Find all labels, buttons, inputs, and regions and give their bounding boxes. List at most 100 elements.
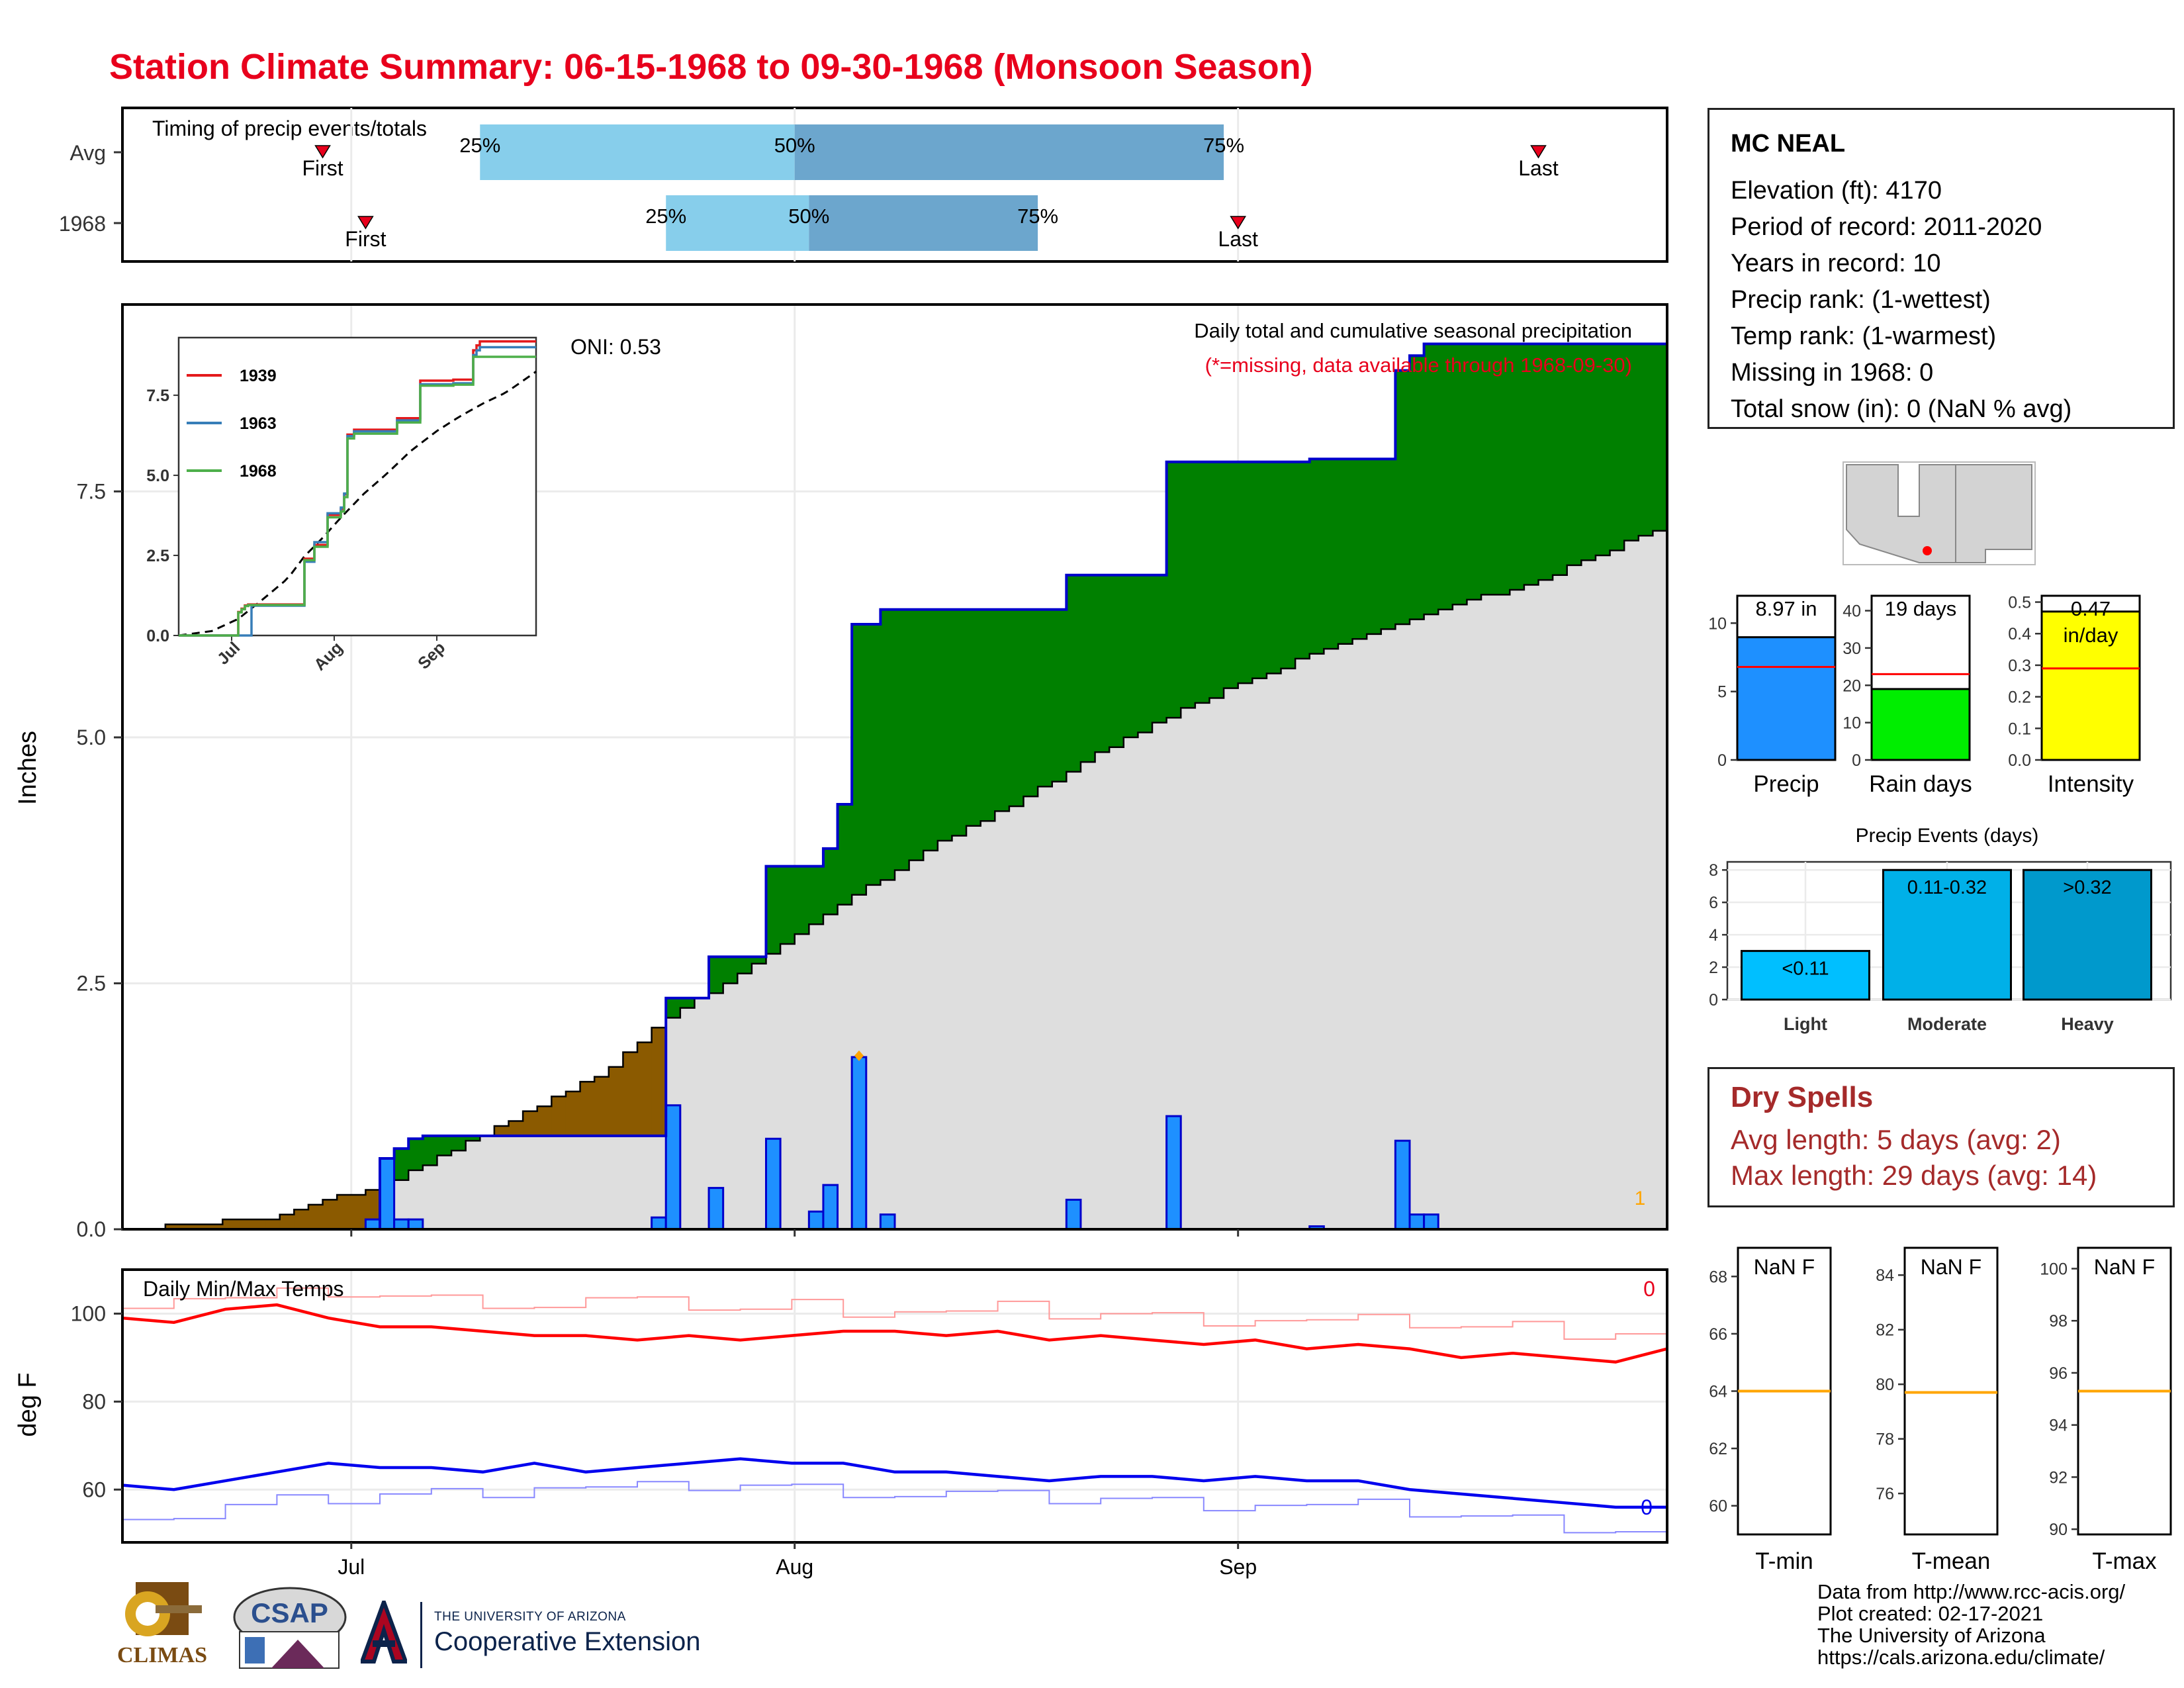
timing-quantile-label: 75%	[1203, 134, 1244, 157]
cumulative-above-avg	[1281, 461, 1296, 669]
cumulative-below-avg	[651, 1027, 666, 1136]
daily-precip-bar	[822, 1184, 839, 1231]
timing-first-label: First	[302, 156, 343, 180]
cumulative-above-avg	[1524, 344, 1539, 585]
temp-missing-max: 0	[1643, 1277, 1655, 1301]
cumulative-above-avg	[1638, 344, 1653, 536]
inset-legend-label-1939: 1939	[240, 367, 277, 385]
cumulative-above-avg	[1410, 355, 1425, 620]
temp-box-label-T-mean: T-mean	[1912, 1548, 1991, 1574]
daily-precip-bar	[664, 1104, 682, 1231]
cumulative-above-avg	[852, 624, 867, 895]
inset-y-tick-label: 5.0	[146, 467, 169, 485]
daily-precip-bar	[707, 1187, 725, 1231]
cumulative-above-avg	[1252, 461, 1267, 679]
chart-title: Station Climate Summary: 06-15-1968 to 0…	[109, 47, 1313, 87]
daily-precip-bar	[850, 1056, 868, 1231]
cumulative-above-avg	[1009, 609, 1024, 806]
inset-series-line-1963	[179, 346, 536, 637]
cumulative-above-avg	[866, 624, 881, 885]
temp-y-tick-label: 60	[82, 1477, 106, 1501]
station-missing: Missing in 1968: 0	[1731, 359, 1934, 387]
dry-spells-box: Dry Spells Avg length: 5 days (avg: 2) M…	[1707, 1067, 2175, 1207]
ua-extension-text: THE UNIVERSITY OF ARIZONA Cooperative Ex…	[420, 1602, 778, 1668]
cumulative-above-avg	[1166, 461, 1181, 718]
cumulative-above-avg	[1123, 575, 1138, 737]
summary-label-Precip: Precip	[1753, 771, 1819, 797]
summary-tick-label: 0.5	[2008, 594, 2031, 612]
cumulative-below-avg	[194, 1224, 209, 1229]
timing-quantile-label: 50%	[788, 205, 829, 228]
precip-panel: Inches 0.0 2.5 5.0 7.5 ONI: 0.53 Daily tota…	[14, 303, 1668, 1241]
cumulative-above-avg	[909, 609, 924, 861]
daily-precip-bar	[1408, 1213, 1426, 1231]
station-snow: Total snow (in): 0 (NaN % avg)	[1731, 395, 2072, 423]
cumulative-above-avg	[1367, 459, 1382, 634]
events-label-Moderate: Moderate	[1907, 1014, 1987, 1034]
timing-quantile-label: 25%	[459, 134, 500, 157]
temp-ylabel: deg F	[14, 1372, 42, 1436]
station-info-box: MC NEAL Elevation (ft): 4170 Period of r…	[1707, 108, 2175, 429]
cumulative-above-avg	[1653, 344, 1668, 531]
temp-y-tick-label: 100	[71, 1301, 106, 1325]
cumulative-above-avg	[1309, 459, 1324, 654]
cumulative-below-avg	[337, 1194, 352, 1229]
cumulative-below-avg	[351, 1194, 366, 1229]
summary-tick-label: 0	[1852, 751, 1861, 770]
cumulative-above-avg	[1538, 344, 1553, 581]
cumulative-above-avg	[709, 957, 724, 994]
cumulative-below-avg	[236, 1219, 252, 1229]
cumulative-below-avg	[623, 1052, 638, 1136]
summary-bar-Intensity	[2040, 610, 2141, 761]
events-tick-label: 6	[1709, 894, 1718, 912]
credit-university: The University of Arizona	[1817, 1624, 2046, 1647]
observed-cumulative-line	[122, 342, 1667, 1231]
summary-bar-Precip	[1736, 636, 1837, 761]
cumulative-below-avg	[594, 1076, 610, 1136]
daily-precip-bar	[1423, 1213, 1439, 1231]
precip-y-tick-label: 5.0	[77, 726, 106, 749]
cumulative-above-avg	[1395, 370, 1410, 625]
cumulative-below-avg	[523, 1111, 538, 1136]
cumulative-above-avg	[1352, 459, 1367, 639]
temp-box-value-T-mean: NaN F	[1921, 1255, 1981, 1279]
cumulative-below-avg	[294, 1209, 309, 1229]
timing-quantile-label: 50%	[774, 134, 815, 157]
cumulative-above-avg	[966, 609, 981, 826]
precip-y-tick-label: 2.5	[77, 971, 106, 995]
cumulative-above-avg	[1195, 461, 1210, 703]
daily-precip-bar	[651, 1216, 667, 1231]
events-label-Heavy: Heavy	[2061, 1014, 2114, 1034]
temp-box-tick-label: 80	[1876, 1376, 1894, 1394]
cumulative-below-avg	[208, 1224, 223, 1229]
temp-box-tick-label: 76	[1876, 1485, 1894, 1503]
inset-y-tick-label: 2.5	[146, 547, 169, 565]
cumulative-above-avg	[737, 957, 752, 974]
temp-box-tick-label: 60	[1709, 1497, 1727, 1516]
timing-panel: Timing of precip events/totals Avg 25% 50%…	[59, 107, 1668, 263]
events-range-Moderate: 0.11-0.32	[1907, 877, 1987, 898]
daily-precip-bar	[879, 1213, 896, 1231]
daily-precip-bar	[765, 1137, 782, 1231]
tmax-avg-line	[122, 1287, 1668, 1340]
cumulative-above-avg	[809, 866, 824, 925]
cumulative-above-avg	[422, 1135, 438, 1166]
temp-box-label-T-min: T-min	[1755, 1548, 1813, 1574]
cumulative-above-avg	[1452, 344, 1468, 605]
cumulative-above-avg	[1338, 459, 1353, 644]
events-tick-label: 0	[1709, 991, 1718, 1009]
cumulative-below-avg	[494, 1125, 510, 1136]
cumulative-above-avg	[1109, 575, 1124, 747]
summary-tick-label: 0.4	[2008, 625, 2031, 643]
inset-y-tick-label: 0.0	[146, 627, 169, 645]
daily-precip-bar	[1394, 1139, 1411, 1231]
timing-box-25-50	[666, 195, 809, 251]
cumulative-above-avg	[1038, 609, 1053, 787]
cumulative-above-avg	[766, 866, 781, 954]
events-range-Heavy: >0.32	[2063, 877, 2111, 898]
cumulative-below-avg	[179, 1224, 195, 1229]
summary-value-Rain days: 19 days	[1885, 597, 1957, 620]
events-bar-Heavy	[2023, 868, 2152, 1001]
cumulative-above-avg	[408, 1139, 424, 1170]
